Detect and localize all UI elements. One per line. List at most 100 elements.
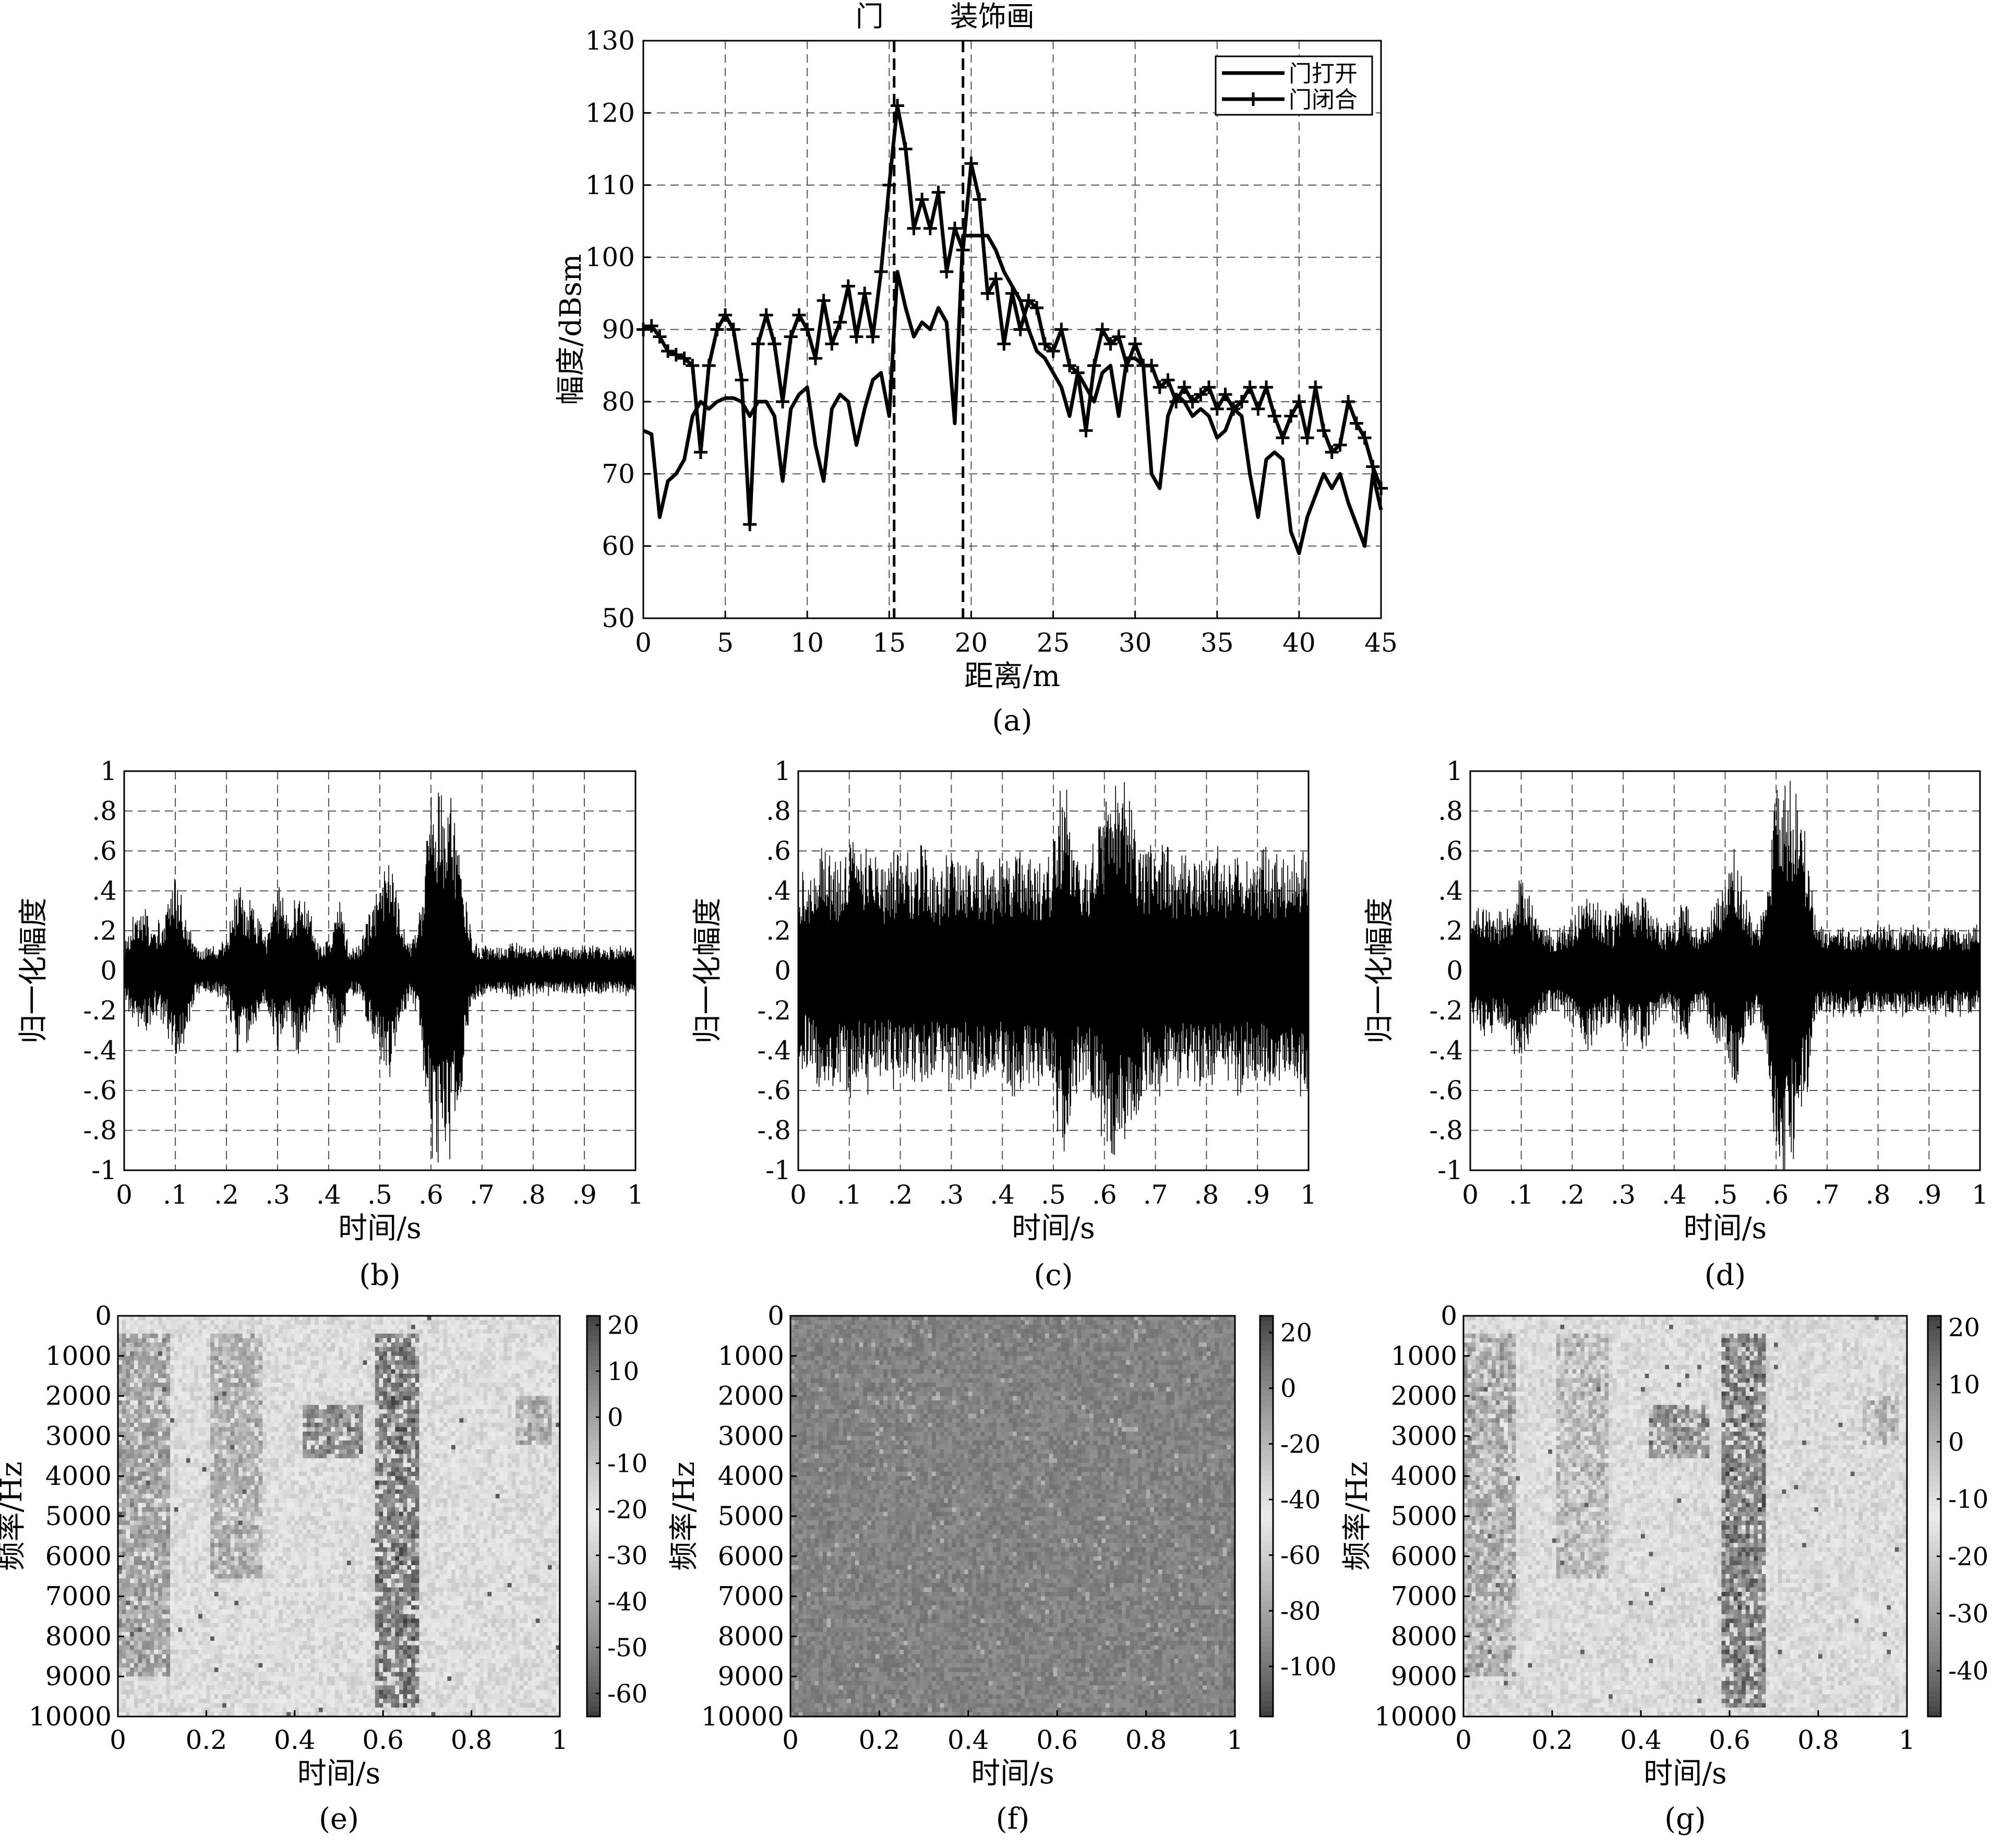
spectrogram-cell [415,1329,419,1334]
spectrogram-cell [383,1374,387,1378]
spectrogram-cell [548,1374,552,1378]
spectrogram-cell [391,1405,395,1410]
spectrogram-cell [226,1383,231,1387]
x-tick-label: 15 [873,628,906,658]
spectrogram-cell [178,1405,183,1410]
spectrogram-cell [532,1378,536,1383]
spectrogram-cell [496,1414,500,1419]
spectrogram-cell [231,1338,235,1343]
spectrogram-cell [419,1423,424,1427]
spectrogram-cell [524,1383,528,1387]
spectrogram-cell [540,1418,544,1423]
spectrogram-cell [307,1400,311,1405]
spectrogram-cell [303,1321,307,1325]
x-axis-label: 时间/s [338,1211,422,1245]
spectrogram-cell [455,1360,460,1365]
spectrogram-cell [327,1405,331,1410]
spectrogram-cell [500,1347,504,1352]
spectrogram-cell [250,1338,255,1343]
spectrogram-cell [403,1351,407,1356]
spectrogram-cell [286,1396,291,1401]
spectrogram-cell [174,1347,178,1352]
spectrogram-cell [286,1360,291,1365]
spectrogram-cell [178,1387,183,1392]
spectrogram-cell [174,1334,178,1338]
spectrogram-cell [234,1427,238,1432]
spectrogram-cell [198,1387,202,1392]
data-point [702,359,716,373]
spectrogram-cell [552,1387,556,1392]
spectrogram-cell [323,1378,327,1383]
spectrogram-cell [250,1351,255,1356]
spectrogram-cell [391,1351,395,1356]
spectrogram-cell [331,1387,335,1392]
spectrogram-cell [435,1360,439,1365]
spectrogram-cell [182,1414,186,1419]
spectrogram-cell [552,1414,556,1419]
spectrogram-cell [299,1391,303,1396]
spectrogram-cell [146,1369,150,1374]
spectrogram-cell [154,1342,158,1347]
spectrogram-cell [383,1321,387,1325]
spectrogram-cell [383,1351,387,1356]
spectrogram-cell [238,1356,243,1361]
spectrogram-cell [399,1360,403,1365]
spectrogram-cell [267,1418,271,1423]
spectrogram-cell [435,1356,439,1361]
spectrogram-cell [335,1400,339,1405]
spectrogram-cell [283,1378,287,1383]
spectrogram-cell [460,1387,464,1392]
spectrogram-cell [359,1383,363,1387]
spectrogram-cell [472,1418,476,1423]
spectrogram-cell [439,1383,443,1387]
spectrogram-cell [226,1400,231,1405]
spectrogram-cell [335,1383,339,1387]
spectrogram-cell [138,1347,142,1352]
spectrogram-cell [307,1356,311,1361]
spectrogram-cell [238,1329,243,1334]
spectrogram-cell [363,1329,367,1334]
spectrogram-cell [194,1334,198,1338]
spectrogram-cell [467,1338,472,1343]
spectrogram-cell [475,1423,479,1427]
spectrogram-cell [419,1391,424,1396]
y-tick-label: 90 [602,315,635,345]
spectrogram-cell [423,1356,427,1361]
spectrogram-cell [194,1400,198,1405]
spectrogram-cell [174,1321,178,1325]
spectrogram-cell [295,1383,299,1387]
spectrogram-cell [291,1396,295,1401]
spectrogram-cell [527,1374,532,1378]
spectrogram-cell [399,1334,403,1338]
spectrogram-cell [487,1414,491,1419]
spectrogram-cell [527,1342,532,1347]
spectrogram-cell [162,1338,166,1343]
spectrogram-cell [250,1325,255,1329]
spectrogram-cell [146,1409,150,1414]
spectrogram-cell [267,1414,271,1419]
spectrogram-cell [484,1387,488,1392]
chart-d: 0.1.2.3.4.5.6.7.8.9 1-1-.8-.6-.4-.20.2.4.… [1363,756,1988,1292]
spectrogram-cell [447,1387,451,1392]
spectrogram-cell [479,1325,484,1329]
spectrogram-cell [210,1329,214,1334]
spectrogram-cell [467,1334,472,1338]
series-line-1 [643,106,1381,525]
spectrogram-cell [134,1396,138,1401]
spectrogram-cell [427,1329,431,1334]
x-tick-label: 1 [1972,1180,1988,1210]
spectrogram-cell [279,1383,283,1387]
spectrogram-cell [303,1396,307,1401]
spectrogram-cell [174,1369,178,1374]
spectrogram-cell [351,1338,355,1343]
spectrogram-cell [299,1360,303,1365]
spectrogram-cell [431,1418,436,1423]
spectrogram-cell [371,1351,375,1356]
spectrogram-cell [190,1383,195,1387]
spectrogram-cell [347,1409,351,1414]
spectrogram-cell [524,1360,528,1365]
y-tick-label: .4 [92,876,117,906]
spectrogram-cell [166,1423,170,1427]
spectrogram-cell [395,1378,399,1383]
spectrogram-cell [407,1351,411,1356]
